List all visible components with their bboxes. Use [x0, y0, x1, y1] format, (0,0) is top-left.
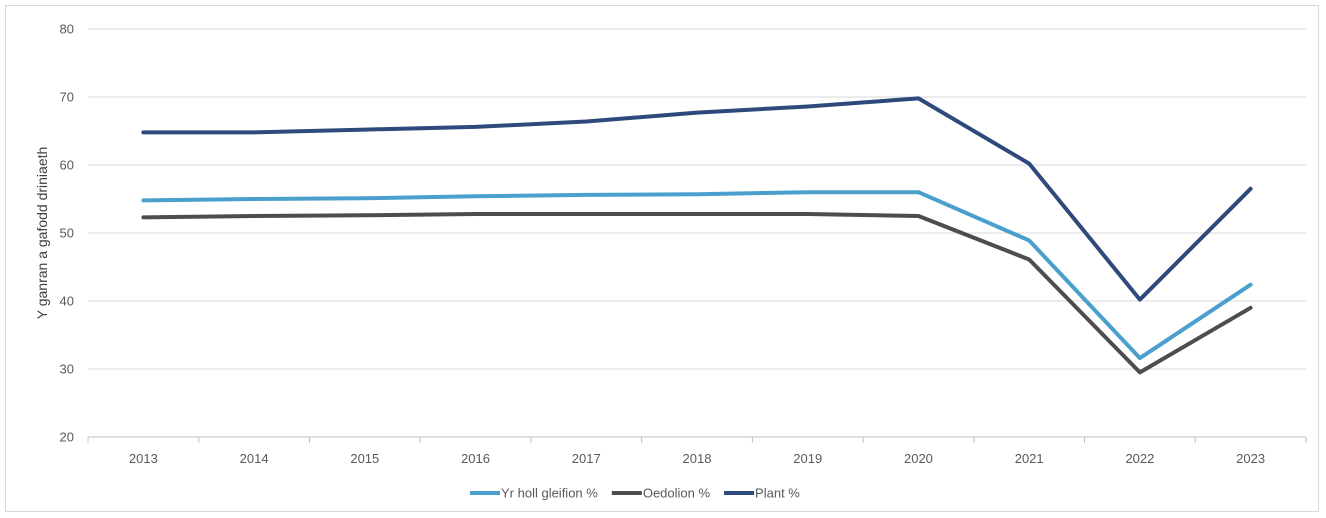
- x-tick-label: 2016: [461, 451, 490, 466]
- x-tick-label: 2015: [350, 451, 379, 466]
- legend-label: Plant %: [755, 486, 800, 501]
- legend-label: Yr holl gleifion %: [501, 486, 598, 501]
- x-tick-label: 2017: [572, 451, 601, 466]
- legend-label: Oedolion %: [643, 486, 711, 501]
- x-tick-label: 2023: [1236, 451, 1265, 466]
- series-line: [141, 190, 1253, 361]
- x-tick-label: 2021: [1015, 451, 1044, 466]
- y-tick-label: 70: [60, 90, 74, 105]
- y-tick-label: 30: [60, 362, 74, 377]
- y-tick-label: 60: [60, 158, 74, 173]
- x-tick-label: 2014: [240, 451, 269, 466]
- y-tick-label: 50: [60, 226, 74, 241]
- x-axis: 2013 2014 2015 2016 2017 2018 2019 2020 2021 2022…: [87, 436, 1307, 466]
- x-tick-label: 2020: [904, 451, 933, 466]
- y-axis-title: Y ganran a gafodd driniaeth: [34, 147, 50, 320]
- series-lines: [141, 96, 1253, 375]
- y-axis-ticks: 20 30 40 50 60 70 80: [60, 22, 74, 445]
- gridlines: [88, 28, 1306, 370]
- legend: Yr holl gleifion % Oedolion % Plant %: [470, 486, 800, 501]
- x-tick-label: 2013: [129, 451, 158, 466]
- y-tick-label: 80: [60, 22, 74, 37]
- x-tick-label: 2022: [1125, 451, 1154, 466]
- x-tick-label: 2018: [683, 451, 712, 466]
- y-tick-label: 20: [60, 430, 74, 445]
- y-tick-label: 40: [60, 294, 74, 309]
- series-line: [141, 212, 1253, 375]
- series-line: [141, 96, 1253, 302]
- chart-frame: [5, 5, 1319, 512]
- x-tick-label: 2019: [793, 451, 822, 466]
